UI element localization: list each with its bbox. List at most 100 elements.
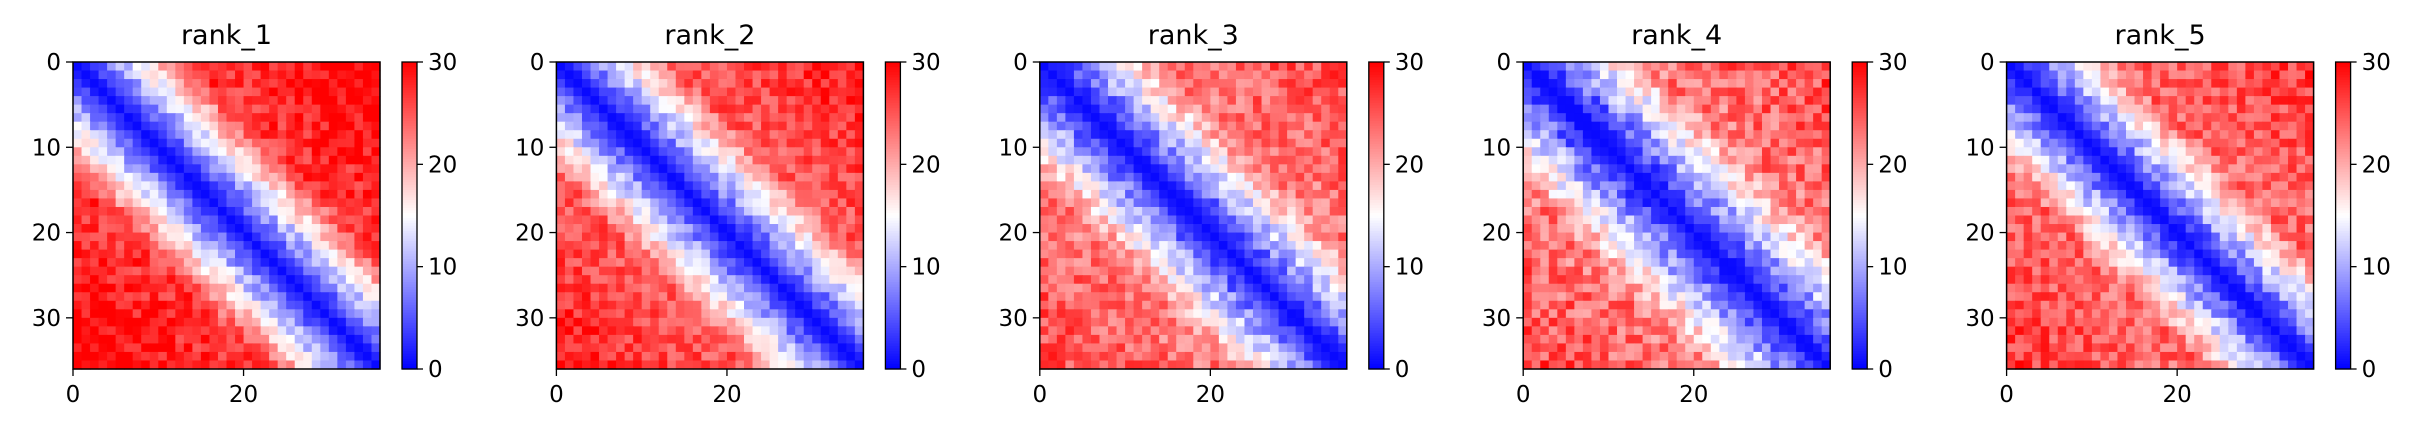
heatmap-cell — [573, 232, 583, 242]
heatmap-cell — [1693, 147, 1703, 157]
heatmap-cell — [1056, 113, 1066, 123]
heatmap-cell — [1540, 164, 1550, 174]
heatmap-cell — [1321, 232, 1331, 242]
heatmap-cell — [1710, 104, 1720, 114]
heatmap-cell — [115, 155, 125, 165]
heatmap-cell — [1159, 232, 1169, 242]
heatmap-cell — [1065, 104, 1075, 114]
heatmap-cell — [667, 232, 677, 242]
heatmap-cell — [1321, 351, 1331, 362]
heatmap-cell — [556, 138, 566, 148]
heatmap-cell — [854, 360, 864, 370]
heatmap-cell — [1227, 232, 1237, 242]
heatmap-cell — [607, 258, 617, 268]
heatmap-cell — [1244, 113, 1254, 123]
heatmap-cell — [854, 351, 864, 362]
heatmap-cell — [650, 283, 660, 293]
heatmap-cell — [337, 309, 347, 319]
heatmap-cell — [328, 249, 338, 259]
heatmap-cell — [778, 334, 788, 345]
heatmap-cell — [854, 224, 864, 234]
heatmap-cell — [217, 96, 228, 106]
heatmap-cell — [1065, 215, 1075, 225]
heatmap-cell — [1744, 79, 1755, 89]
heatmap-cell — [175, 258, 185, 268]
heatmap-cell — [1329, 206, 1339, 217]
heatmap-cell — [1804, 172, 1814, 182]
heatmap-cell — [294, 138, 304, 148]
heatmap-cell — [1167, 249, 1177, 259]
heatmap-cell — [684, 104, 694, 114]
heatmap-cell — [294, 326, 304, 336]
heatmap-cell — [1304, 155, 1314, 165]
heatmap-cell — [252, 266, 262, 276]
heatmap-cell — [1523, 96, 1533, 106]
heatmap-cell — [1651, 198, 1661, 208]
heatmap-cell — [1727, 155, 1737, 165]
heatmap-cell — [1125, 198, 1135, 208]
heatmap-cell — [1676, 104, 1686, 114]
heatmap-cell — [124, 300, 134, 310]
heatmap-cell — [786, 232, 796, 242]
heatmap-cell — [269, 275, 279, 285]
heatmap-cell — [1634, 164, 1644, 174]
heatmap-cell — [616, 334, 626, 345]
heatmap-cell — [1591, 121, 1601, 131]
heatmap-cell — [311, 232, 321, 242]
heatmap-cell — [667, 104, 677, 114]
heatmap-cell — [761, 198, 771, 208]
heatmap-cell — [1634, 130, 1644, 140]
heatmap-cell — [1159, 164, 1169, 174]
heatmap-cell — [846, 275, 856, 285]
heatmap-cell — [183, 104, 193, 114]
heatmap-cell — [1668, 62, 1678, 72]
heatmap-cell — [320, 79, 330, 89]
heatmap-cell — [328, 62, 338, 72]
heatmap-cell — [362, 96, 373, 106]
heatmap-cell — [1090, 292, 1101, 302]
heatmap-cell — [1338, 138, 1348, 148]
heatmap-cell — [556, 147, 566, 157]
heatmap-cell — [1770, 62, 1780, 72]
heatmap-cell — [616, 275, 626, 285]
heatmap-cell — [1073, 275, 1084, 285]
heatmap-cell — [1116, 266, 1126, 276]
colorbar-segment — [1368, 294, 1384, 298]
heatmap-cell — [641, 70, 651, 80]
heatmap-cell — [320, 198, 330, 208]
heatmap-cell — [81, 241, 91, 251]
heatmap-cell — [675, 334, 685, 345]
heatmap-cell — [1218, 343, 1229, 353]
heatmap-cell — [1736, 79, 1746, 89]
heatmap-cell — [1312, 181, 1322, 191]
heatmap-cell — [1540, 104, 1550, 114]
heatmap-cell — [752, 164, 762, 174]
heatmap-cell — [303, 224, 313, 234]
heatmap-cell — [633, 300, 643, 310]
heatmap-cell — [1116, 300, 1126, 310]
colorbar-segment — [402, 118, 417, 122]
heatmap-cell — [599, 189, 609, 200]
heatmap-cell — [786, 189, 796, 200]
heatmap-cell — [81, 334, 91, 345]
heatmap-cell — [795, 275, 805, 285]
colorbar-segment — [1368, 328, 1384, 332]
heatmap-cell — [303, 292, 313, 302]
heatmap-cell — [573, 104, 583, 114]
heatmap-cell — [1685, 206, 1695, 217]
heatmap-cell — [1125, 181, 1135, 191]
colorbar-segment — [885, 174, 901, 178]
heatmap-cells — [73, 62, 381, 370]
heatmap-cell — [235, 70, 245, 80]
heatmap-cell — [320, 96, 330, 106]
heatmap-cell — [1167, 87, 1177, 97]
heatmap-cell — [650, 79, 660, 89]
heatmap-cell — [1039, 155, 1049, 165]
heatmap-cell — [590, 343, 600, 353]
heatmap-cell — [658, 130, 668, 140]
heatmap-cell — [337, 241, 347, 251]
colorbar-segment — [885, 113, 901, 117]
heatmap-cell — [1312, 334, 1322, 345]
heatmap-cell — [692, 360, 702, 370]
heatmap-cell — [277, 334, 287, 345]
